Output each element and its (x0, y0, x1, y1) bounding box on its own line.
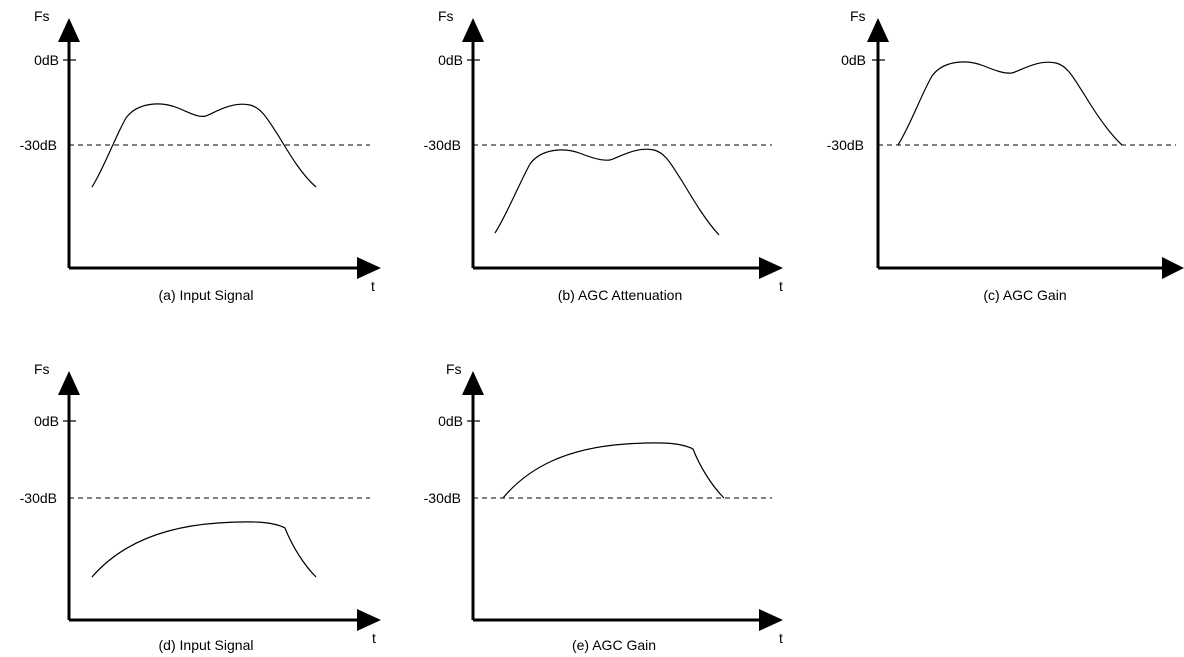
x-axis-arrowhead (357, 609, 381, 631)
y-axis-arrowhead (462, 18, 484, 42)
x-axis-arrowhead (759, 609, 783, 631)
x-axis-label: t (779, 278, 783, 294)
level-label-minus30db: -30dB (424, 490, 461, 506)
level-label-minus30db: -30dB (20, 137, 57, 153)
gain-curve (502, 442, 725, 499)
x-axis-label: t (371, 278, 375, 294)
panel-a: Fs 0dB -30dB t (a) Input Signal (20, 8, 381, 303)
gain-curve (897, 61, 1123, 146)
y-axis-arrowhead (58, 18, 80, 42)
level-label-minus30db: -30dB (20, 490, 57, 506)
signal-curve (91, 521, 317, 578)
level-label-minus30db: -30dB (827, 137, 864, 153)
level-label-0db: 0dB (34, 52, 59, 68)
y-axis-arrowhead (58, 371, 80, 395)
y-axis-label: Fs (850, 8, 866, 24)
x-axis-arrowhead (759, 257, 783, 279)
panel-e: Fs 0dB -30dB t (e) AGC Gain (424, 361, 783, 653)
panel-caption: (c) AGC Gain (983, 287, 1066, 303)
y-axis-label: Fs (34, 361, 50, 377)
level-label-0db: 0dB (34, 413, 59, 429)
x-axis-label: t (372, 630, 376, 646)
panel-caption: (a) Input Signal (159, 287, 254, 303)
panel-caption: (d) Input Signal (159, 637, 254, 653)
y-axis-label: Fs (34, 8, 50, 24)
attenuation-curve (494, 148, 720, 236)
panel-caption: (e) AGC Gain (572, 637, 656, 653)
y-axis-label: Fs (446, 361, 462, 377)
level-label-minus30db: -30dB (424, 137, 461, 153)
x-axis-arrowhead (357, 257, 381, 279)
x-axis-arrowhead (1162, 257, 1184, 279)
level-label-0db: 0dB (438, 413, 463, 429)
y-axis-arrowhead (867, 18, 889, 42)
level-label-0db: 0dB (841, 52, 866, 68)
x-axis-label: t (779, 630, 783, 646)
panel-caption: (b) AGC Attenuation (558, 287, 683, 303)
y-axis-arrowhead (462, 371, 484, 395)
y-axis-label: Fs (438, 8, 454, 24)
level-label-0db: 0dB (438, 52, 463, 68)
signal-curve (91, 103, 317, 188)
panel-c: Fs 0dB -30dB (c) AGC Gain (827, 8, 1184, 303)
panel-d: Fs 0dB -30dB t (d) Input Signal (20, 361, 381, 653)
panel-b: Fs 0dB -30dB t (b) AGC Attenuation (424, 8, 783, 303)
